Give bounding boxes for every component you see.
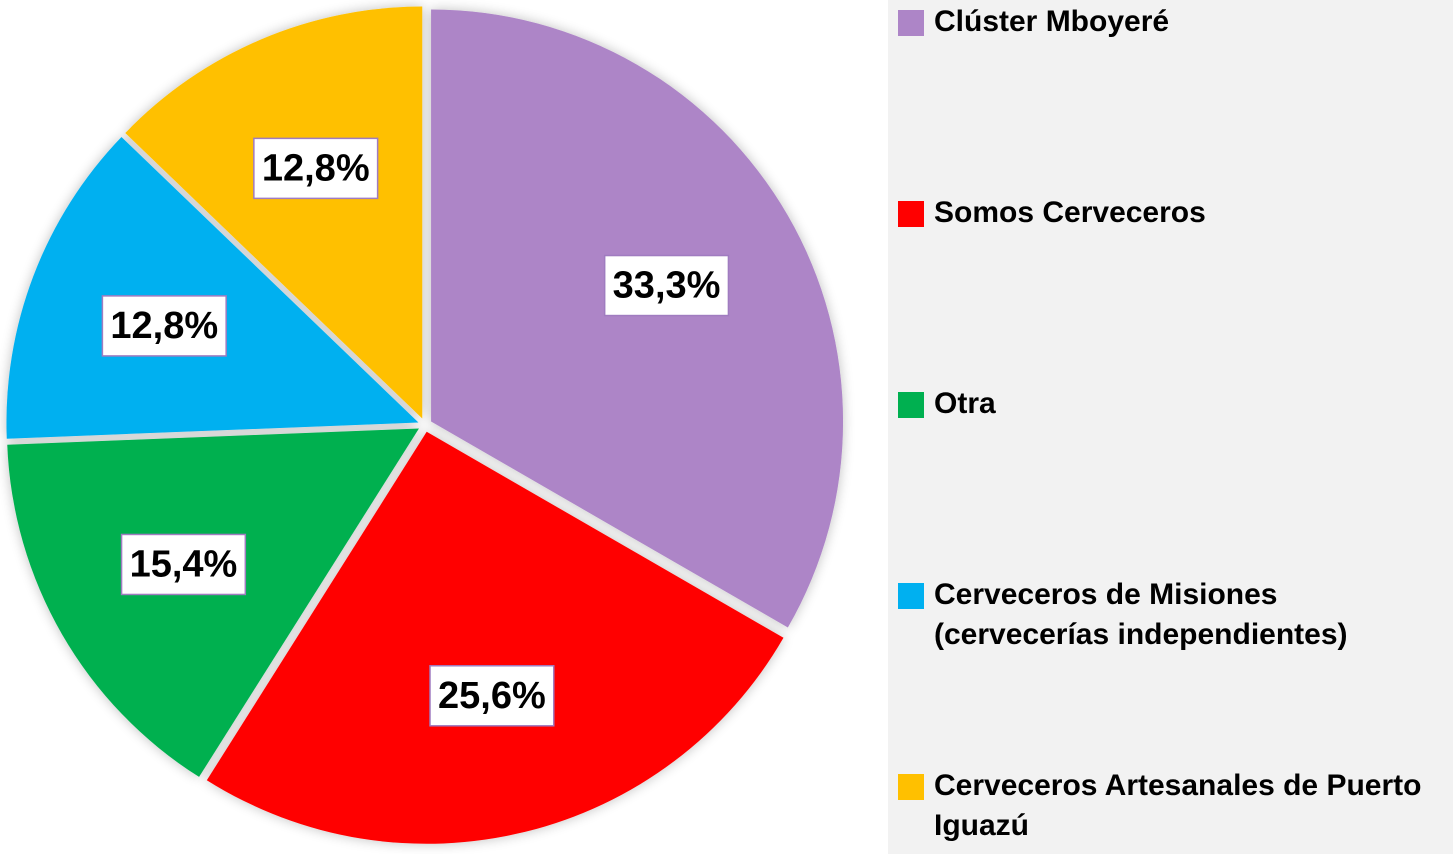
data-label-box: [253, 137, 379, 200]
data-label-box: [603, 254, 730, 317]
data-label: 12,8%: [110, 305, 218, 347]
pie-area: 33,3% 25,6% 15,4% 12,8% 12,8%: [6, 6, 844, 844]
data-label: 25,6%: [438, 675, 546, 717]
pie-slice: [125, 6, 423, 419]
pie-slice: [431, 9, 844, 628]
pie-slice: [206, 431, 784, 844]
data-label-box: [429, 665, 555, 727]
slices: [6, 6, 844, 844]
legend-item: Otra: [898, 384, 1453, 424]
legend-label: Clúster Mboyeré: [934, 5, 1170, 38]
legend-label: Cerveceros de Misiones (cervecerías inde…: [934, 578, 1348, 651]
pie-slice: [6, 136, 419, 439]
legend-label: Otra: [934, 387, 996, 420]
data-label: 33,3%: [613, 265, 721, 307]
legend-swatch: [898, 774, 924, 800]
legend-item: Somos Cerveceros: [898, 193, 1453, 233]
legend-swatch: [898, 583, 924, 609]
legend-item: Cerveceros Artesanales de Puerto Iguazú: [898, 766, 1453, 846]
data-label: 12,8%: [262, 147, 370, 189]
legend-swatch: [898, 392, 924, 418]
data-label-box: [101, 295, 227, 357]
legend-swatch: [898, 10, 924, 36]
data-label: 15,4%: [130, 543, 238, 585]
legend-item: Cerveceros de Misiones (cervecerías inde…: [898, 575, 1453, 655]
legend-label: Somos Cerveceros: [934, 196, 1206, 229]
legend: Clúster Mboyeré Somos Cerveceros Otra Cerve…: [888, 0, 1453, 854]
legend-swatch: [898, 201, 924, 227]
legend-item: Clúster Mboyeré: [898, 2, 1453, 42]
legend-label: Cerveceros Artesanales de Puerto Iguazú: [934, 769, 1422, 842]
pie-slice: [7, 428, 419, 777]
data-label-box: [120, 533, 247, 596]
